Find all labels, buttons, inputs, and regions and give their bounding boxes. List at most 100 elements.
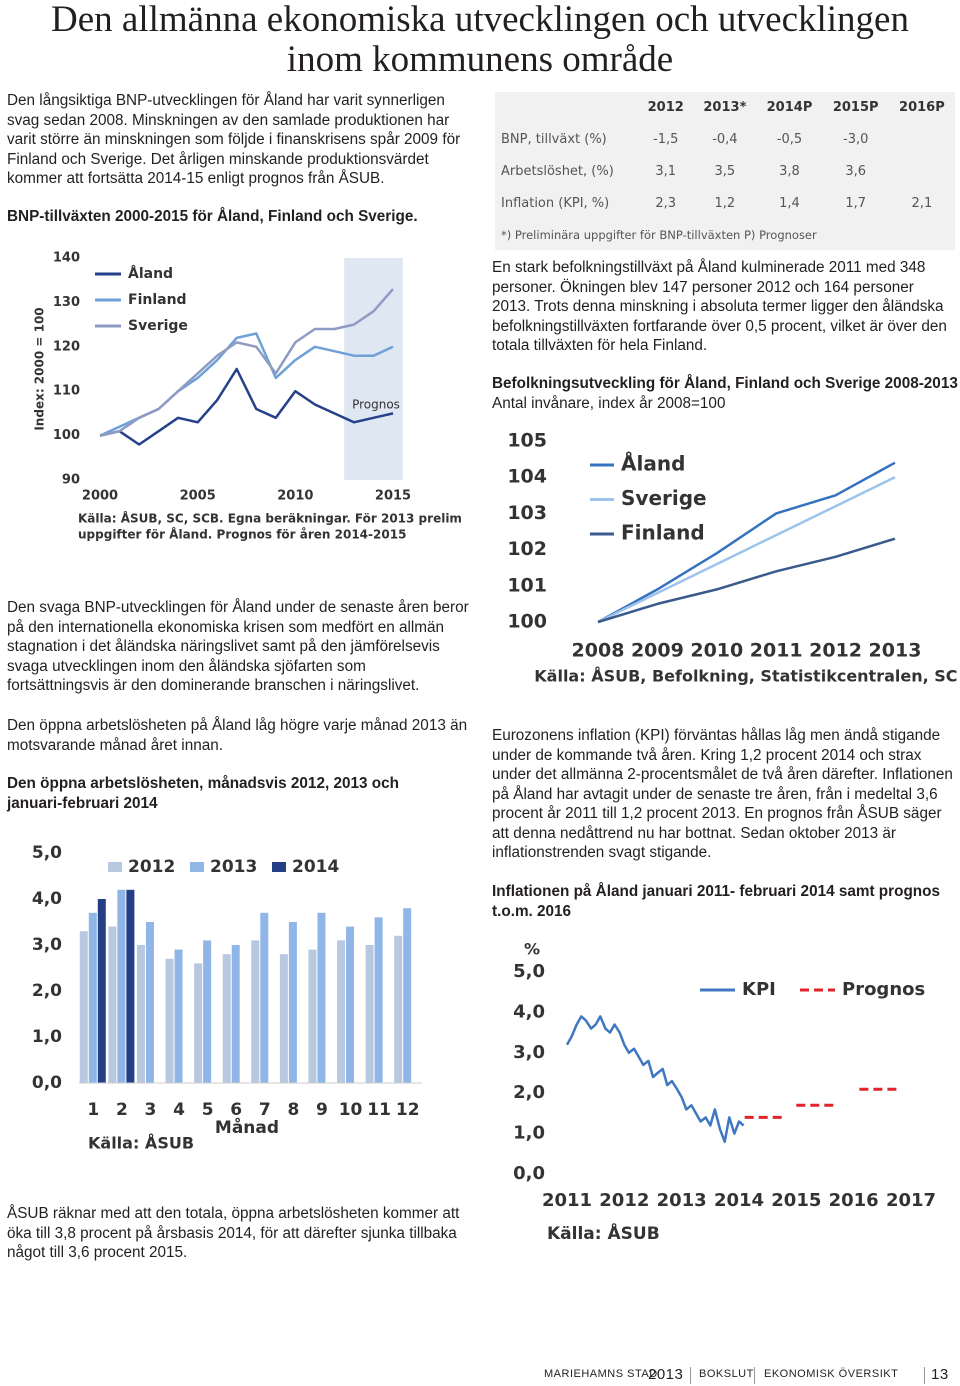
bar [203,940,212,1083]
separator [924,1367,925,1384]
cell: 2013* [703,100,747,116]
footer-page: 13 [931,1366,949,1383]
bar [222,954,231,1083]
bar [97,899,106,1083]
cell: Inflation (KPI, %) [501,196,610,212]
y-tick-label: 5,0 [32,843,62,863]
cell: 2015P [832,100,879,116]
bar [374,917,383,1083]
y-tick-label: 3,0 [32,935,62,955]
x-tick-label: 3 [145,1100,157,1120]
subheading: Antal invånare, index år 2008=100 [492,395,726,412]
cell: -0,4 [712,132,738,148]
population-chart: 100 101 102 103 104 105 2008 2009 2010 2011 2012 20… [492,425,958,707]
x-tick-label: 2015 [771,1190,821,1211]
bar [365,945,374,1083]
y-tick-label: 100 [53,428,80,443]
inflation-chart: 0,0 1,0 2,0 3,0 4,0 5,0 2011 2012 2013 2014 2015 20… [492,930,958,1270]
annotation: Prognos [352,398,400,412]
y-tick-label: 140 [53,251,80,266]
bar [108,926,117,1083]
source-note: Källa: ÅSUB, SC, SCB. Egna beräkningar. … [78,511,462,526]
y-tick-label: 0,0 [513,1163,545,1184]
separator [690,1367,691,1384]
series-line [597,537,896,624]
footer-section: EKONOMISK ÖVERSIKT [764,1368,899,1380]
legend-label: KPI [742,979,776,1000]
paragraph: Den öppna arbetslösheten på Åland låg hö… [7,717,468,754]
legend-label: 2012 [128,857,175,877]
bar [279,954,288,1083]
x-tick-label: 2009 [631,640,684,662]
series-line [744,1087,900,1119]
cell: -0,5 [776,132,803,148]
bar [394,935,403,1083]
y-tick-label: 4,0 [513,1001,545,1022]
bar [231,945,240,1083]
cell [495,92,638,124]
heading: Inflationen på Åland januari 2011- febru… [492,883,940,920]
x-tick-label: 2013 [657,1190,707,1211]
x-tick-label: 2015 [375,489,411,504]
cell: 2016P [899,100,945,116]
y-tick-label: 110 [53,384,80,399]
x-tick-label: 2017 [886,1190,936,1211]
series-line [99,288,394,437]
x-tick-label: 10 [339,1100,363,1120]
bar [288,922,297,1083]
bar [165,958,174,1083]
cell: 3,5 [714,164,736,180]
forecast-shade [344,258,403,480]
gdp-chart: 90 100 110 120 130 140 2000 2005 2010 2015 Åland Fi… [10,236,462,558]
cell: 3,1 [655,164,677,180]
cell: 2012 [647,100,684,116]
y-tick-label: 2,0 [32,981,62,1001]
x-tick-label: 2010 [690,640,743,662]
y-tick-label: 100 [507,611,547,633]
cell: 2014P [766,100,813,116]
legend-swatch [190,862,204,872]
bar [136,945,145,1083]
cell: 3,8 [779,164,800,180]
y-tick-label: 103 [507,502,547,524]
x-tick-label: 2000 [82,489,118,504]
x-tick-label: 2012 [599,1190,649,1211]
y-axis-label: % [524,940,540,959]
y-tick-label: 4,0 [32,889,62,909]
paragraph: Eurozonens inflation (KPI) förväntas hål… [492,727,953,861]
bar [260,912,269,1083]
legend-label: Åland [621,452,685,476]
bar [337,940,346,1083]
heading: Den öppna arbetslösheten, månadsvis 2012… [7,775,399,812]
x-tick-label: 2016 [829,1190,879,1211]
x-tick-label: 2011 [542,1190,592,1211]
table-note: *) Preliminära uppgifter för BNP-tillväx… [501,227,817,242]
x-tick-label: 11 [367,1100,391,1120]
x-tick-label: 2010 [277,489,313,504]
table-header: 2012 2013* 2014P 2015P 2016P [495,92,955,124]
page-title: Den allmänna ekonomiska utvecklingen och… [51,0,909,80]
x-tick-label: 2014 [714,1190,764,1211]
x-tick-label: 4 [173,1100,185,1120]
y-tick-label: 120 [53,339,80,354]
x-tick-label: 9 [316,1100,328,1120]
series-line [597,476,896,624]
source-note: Källa: ÅSUB [547,1221,660,1244]
cell: -1,5 [653,132,679,148]
cell [889,156,955,188]
footer-org: MARIEHAMNS STAD [544,1368,658,1380]
bar [126,889,135,1083]
table-row: BNP, tillväxt (%) -1,5 -0,4 -0,5 -3,0 [495,124,955,156]
cell: 1,2 [714,196,736,212]
paragraph: En stark befolkningstillväxt på Åland ku… [492,259,947,354]
legend-label: Sverige [621,486,707,510]
x-tick-label: 2011 [750,640,803,662]
bar [308,949,317,1083]
x-tick-label: 7 [259,1100,271,1120]
cell: Arbetslöshet, (%) [501,164,614,180]
table-row: Arbetslöshet, (%) 3,1 3,5 3,8 3,6 [495,156,955,188]
legend-label: Åland [128,265,173,282]
legend-label: Finland [621,521,705,545]
source-note: uppgifter för Åland. Prognos för åren 20… [78,527,406,542]
